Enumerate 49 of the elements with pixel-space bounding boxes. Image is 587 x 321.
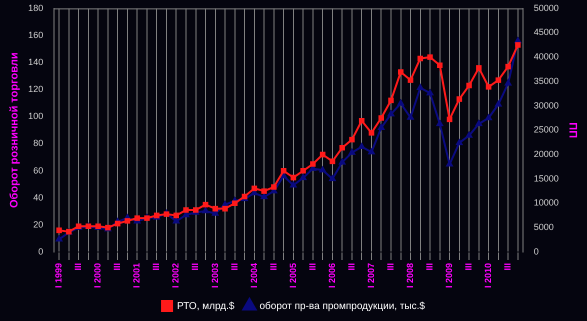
y-tick-label: 180 bbox=[28, 2, 44, 13]
x-tick-label: III bbox=[268, 262, 278, 270]
x-tick-label: III bbox=[190, 262, 200, 270]
y-tick-label: 120 bbox=[28, 84, 44, 94]
y2-tick-label: 40000 bbox=[534, 52, 559, 62]
x-tick-label: I 2010 bbox=[483, 262, 494, 288]
y-tick-label: 60 bbox=[33, 165, 44, 176]
y2-axis-title: ПП bbox=[566, 122, 578, 138]
y2-tick-label: 35000 bbox=[534, 76, 559, 86]
x-tick-label: III bbox=[112, 262, 122, 270]
legend-label: оборот пр-ва промпродукции, тыс.$ bbox=[259, 300, 426, 312]
x-tick-label: III bbox=[424, 262, 435, 270]
y2-tick-label: 50000 bbox=[534, 2, 559, 13]
x-tick-label: III bbox=[502, 262, 513, 270]
y-tick-label: 80 bbox=[33, 138, 44, 148]
y2-tick-label: 5000 bbox=[534, 222, 554, 232]
y-tick-label: 160 bbox=[28, 30, 44, 40]
y2-tick-label: 0 bbox=[534, 246, 539, 256]
x-tick-label: I 1999 bbox=[54, 262, 64, 288]
y-tick-label: 40 bbox=[33, 192, 44, 202]
y2-tick-label: 45000 bbox=[534, 27, 559, 38]
x-tick-label: III bbox=[385, 262, 396, 270]
y-axis-title: Оборот розничной торговли bbox=[8, 52, 21, 208]
y-tick-label: 0 bbox=[38, 246, 44, 256]
x-tick-label: I 2006 bbox=[326, 262, 337, 288]
y2-tick-label: 10000 bbox=[534, 198, 559, 208]
y2-tick-label: 30000 bbox=[534, 100, 559, 110]
x-tick-label: I 2005 bbox=[288, 262, 298, 288]
y2-tick-label: 25000 bbox=[534, 124, 559, 135]
x-tick-label: I 2004 bbox=[248, 262, 259, 288]
x-tick-label: I 2003 bbox=[210, 262, 220, 288]
x-tick-label: III bbox=[73, 262, 84, 270]
x-tick-label: I 2001 bbox=[132, 262, 142, 288]
legend-label: РТО, млрд.$ bbox=[177, 300, 235, 312]
x-tick-label: III bbox=[151, 262, 162, 270]
x-tick-label: III bbox=[307, 262, 318, 270]
y-tick-label: 20 bbox=[33, 219, 44, 230]
x-tick-label: III bbox=[346, 262, 356, 270]
x-tick-label: III bbox=[229, 262, 240, 270]
y-tick-label: 140 bbox=[28, 57, 44, 68]
x-tick-label: I 2009 bbox=[444, 262, 454, 288]
x-tick-label: I 2002 bbox=[170, 262, 181, 288]
y2-tick-label: 20000 bbox=[534, 149, 559, 160]
y-tick-label: 100 bbox=[28, 111, 44, 122]
x-tick-label: I 2008 bbox=[405, 262, 415, 288]
y2-tick-label: 15000 bbox=[534, 173, 559, 184]
x-tick-label: I 2007 bbox=[366, 262, 376, 288]
x-tick-label: I 2000 bbox=[92, 262, 103, 288]
x-tick-label: III bbox=[464, 262, 474, 270]
